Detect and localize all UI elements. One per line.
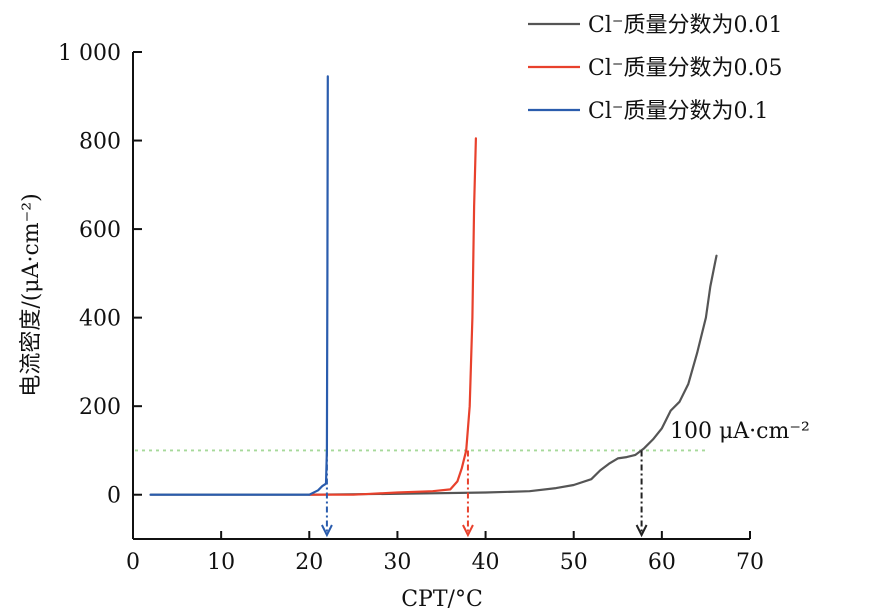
x-tick-label: 10 [207, 550, 235, 575]
threshold-label: 100 μA·cm⁻² [670, 419, 810, 444]
x-tick-label: 60 [648, 550, 676, 575]
y-tick-label: 0 [107, 484, 121, 509]
cpt-marker-arrow-2 [635, 524, 648, 538]
y-tick-label: 200 [79, 395, 121, 420]
y-tick-label: 600 [79, 218, 121, 243]
axis-layer: 0 10 20 30 40 50 60 70 0 200 400 600 800 1 000 [58, 41, 764, 575]
y-tick-label: 400 [79, 307, 121, 332]
x-tick-label: 30 [383, 550, 411, 575]
x-tick-label: 20 [295, 550, 323, 575]
legend-label-2: Cl⁻质量分数为0.1 [588, 99, 768, 124]
x-axis-title: CPT/°C [401, 587, 483, 612]
x-tick-label: 70 [736, 550, 764, 575]
legend-label-0: Cl⁻质量分数为0.01 [588, 13, 782, 38]
series-line-2 [149, 75, 329, 496]
x-tick-label: 40 [472, 550, 500, 575]
legend-label-1: Cl⁻质量分数为0.05 [588, 56, 782, 81]
series-line-1 [308, 137, 477, 496]
legend: Cl⁻质量分数为0.01 Cl⁻质量分数为0.05 Cl⁻质量分数为0.1 [528, 13, 782, 124]
y-tick-label: 800 [79, 130, 121, 155]
y-tick-label: 1 000 [58, 41, 121, 66]
y-axis-title: 电流密度/(μA·cm⁻²) [19, 193, 44, 396]
cpt-marker-arrow-1 [462, 524, 474, 538]
series-line-0 [149, 254, 718, 496]
x-tick-label: 50 [560, 550, 588, 575]
marker-layer [321, 450, 648, 538]
series-layer [149, 75, 718, 496]
cpt-marker-arrow-0 [321, 524, 333, 538]
x-tick-label: 0 [126, 550, 140, 575]
